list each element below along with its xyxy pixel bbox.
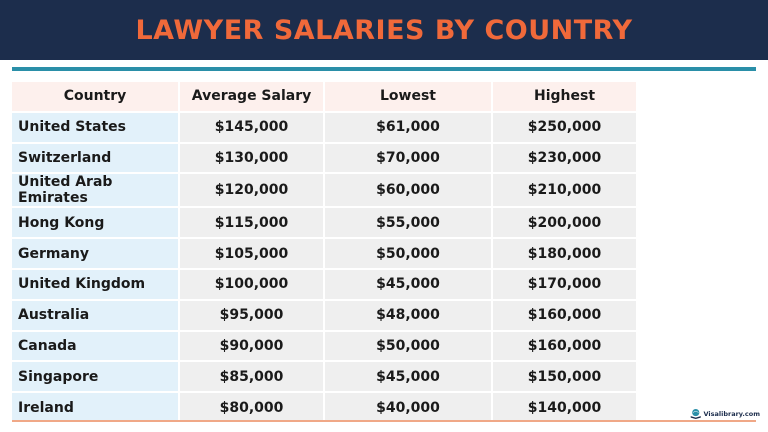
table-row: Canada $90,000 $50,000 $160,000 <box>12 331 636 361</box>
table-row: Hong Kong $115,000 $55,000 $200,000 <box>12 208 636 238</box>
lowest-cell: $50,000 <box>325 331 491 361</box>
highest-cell: $140,000 <box>493 393 636 422</box>
table-row: Germany $105,000 $50,000 $180,000 <box>12 239 636 268</box>
country-cell: Ireland <box>12 393 178 422</box>
table-row: United Kingdom $100,000 $45,000 $170,000 <box>12 269 636 299</box>
average-cell: $85,000 <box>180 362 323 392</box>
site-logo: Visalibrary.com <box>690 402 760 426</box>
column-header-average: Average Salary <box>180 82 323 111</box>
table-header-row: Country Average Salary Lowest Highest <box>12 82 636 111</box>
orange-divider <box>12 420 756 422</box>
lowest-cell: $61,000 <box>325 112 491 142</box>
average-cell: $100,000 <box>180 269 323 299</box>
logo-text: Visalibrary.com <box>703 410 760 418</box>
highest-cell: $230,000 <box>493 143 636 173</box>
globe-book-icon <box>690 408 701 420</box>
table-row: United States $145,000 $61,000 $250,000 <box>12 112 636 142</box>
column-header-highest: Highest <box>493 82 636 111</box>
chart-title: LAWYER SALARIES BY COUNTRY <box>135 14 633 46</box>
country-cell: United Arab Emirates <box>12 174 178 207</box>
column-header-country: Country <box>12 82 178 111</box>
column-header-lowest: Lowest <box>325 82 491 111</box>
lowest-cell: $40,000 <box>325 393 491 422</box>
average-cell: $80,000 <box>180 393 323 422</box>
lowest-cell: $45,000 <box>325 362 491 392</box>
lowest-cell: $70,000 <box>325 143 491 173</box>
country-cell: Germany <box>12 239 178 268</box>
highest-cell: $150,000 <box>493 362 636 392</box>
highest-cell: $160,000 <box>493 331 636 361</box>
country-cell: Australia <box>12 300 178 330</box>
highest-cell: $170,000 <box>493 269 636 299</box>
average-cell: $95,000 <box>180 300 323 330</box>
table-row: Australia $95,000 $48,000 $160,000 <box>12 300 636 330</box>
country-cell: Hong Kong <box>12 208 178 238</box>
country-cell: Canada <box>12 331 178 361</box>
highest-cell: $210,000 <box>493 174 636 207</box>
lowest-cell: $48,000 <box>325 300 491 330</box>
highest-cell: $200,000 <box>493 208 636 238</box>
lowest-cell: $60,000 <box>325 174 491 207</box>
highest-cell: $160,000 <box>493 300 636 330</box>
teal-divider <box>12 67 756 71</box>
lowest-cell: $55,000 <box>325 208 491 238</box>
average-cell: $105,000 <box>180 239 323 268</box>
average-cell: $115,000 <box>180 208 323 238</box>
title-banner: LAWYER SALARIES BY COUNTRY <box>0 0 768 60</box>
average-cell: $120,000 <box>180 174 323 207</box>
table-row: Switzerland $130,000 $70,000 $230,000 <box>12 143 636 173</box>
lowest-cell: $45,000 <box>325 269 491 299</box>
table-row: United Arab Emirates $120,000 $60,000 $2… <box>12 174 636 207</box>
average-cell: $130,000 <box>180 143 323 173</box>
highest-cell: $250,000 <box>493 112 636 142</box>
table-row: Singapore $85,000 $45,000 $150,000 <box>12 362 636 392</box>
country-cell: United States <box>12 112 178 142</box>
average-cell: $145,000 <box>180 112 323 142</box>
table-row: Ireland $80,000 $40,000 $140,000 <box>12 393 636 422</box>
country-cell: Singapore <box>12 362 178 392</box>
lowest-cell: $50,000 <box>325 239 491 268</box>
average-cell: $90,000 <box>180 331 323 361</box>
salary-table: Country Average Salary Lowest Highest Un… <box>10 80 638 424</box>
country-cell: United Kingdom <box>12 269 178 299</box>
country-cell: Switzerland <box>12 143 178 173</box>
highest-cell: $180,000 <box>493 239 636 268</box>
